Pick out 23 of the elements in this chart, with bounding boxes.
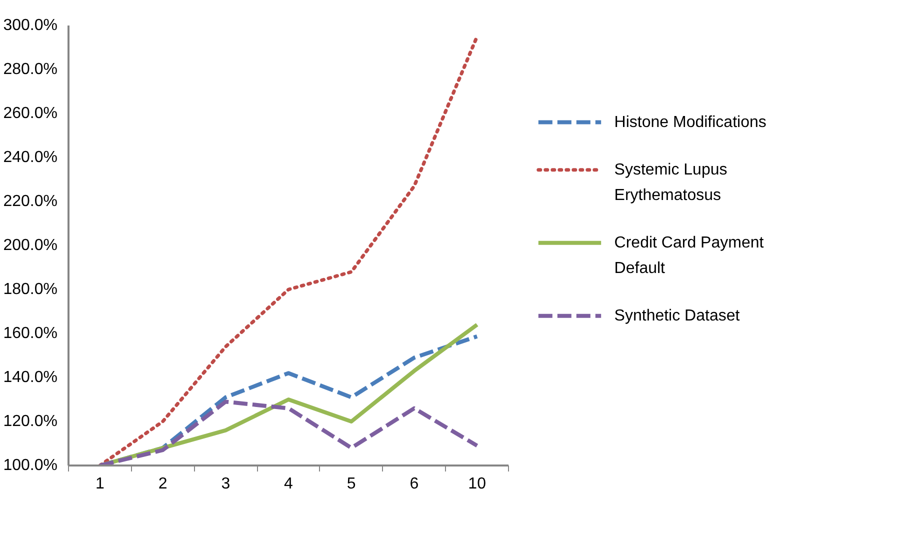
y-tick-label: 120.0%: [3, 413, 58, 430]
y-tick-label: 220.0%: [3, 193, 58, 210]
y-tick-label: 300.0%: [3, 17, 58, 34]
x-tick-label: 4: [284, 476, 294, 492]
y-tick-label: 200.0%: [3, 237, 58, 254]
legend-label: Synthetic Dataset: [614, 307, 740, 324]
x-tick-label: 1: [95, 476, 104, 492]
legend-label: Histone Modifications: [614, 114, 766, 131]
y-tick-label: 160.0%: [3, 325, 58, 342]
line-series: [98, 400, 480, 466]
x-tick-label: 2: [158, 476, 168, 492]
x-tick-label: 5: [346, 476, 356, 492]
x-tick-label: 10: [468, 476, 486, 492]
legend-label: Systemic Lupus Erythematosus: [614, 161, 728, 204]
y-tick-label: 240.0%: [3, 149, 58, 166]
x-tick-label: 6: [410, 476, 419, 492]
y-tick-label: 140.0%: [3, 369, 58, 386]
y-tick-label: 260.0%: [3, 105, 58, 122]
y-tick-label: 100.0%: [3, 457, 58, 474]
x-tick-label: 3: [221, 476, 230, 492]
y-tick-label: 180.0%: [3, 281, 58, 298]
legend-label: Credit Card Payment Default: [614, 234, 764, 277]
y-tick-label: 280.0%: [3, 61, 58, 78]
